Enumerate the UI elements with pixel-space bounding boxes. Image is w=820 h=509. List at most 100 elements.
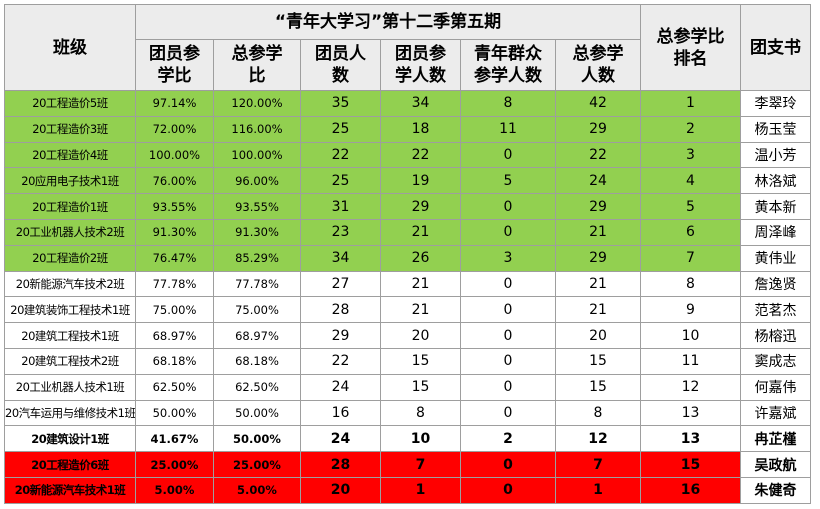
- cell: 3: [640, 141, 742, 169]
- cell: 13: [640, 399, 742, 427]
- cell: 22: [380, 141, 461, 169]
- cell: 0: [460, 141, 556, 169]
- cell: 10: [380, 425, 461, 453]
- cell: 5.00%: [135, 476, 214, 504]
- cell: 11: [460, 115, 556, 143]
- cell: 28: [300, 296, 381, 324]
- cell: 0: [460, 193, 556, 220]
- cell: 77.78%: [213, 270, 301, 298]
- cell: 24: [554, 167, 642, 195]
- cell: 22: [300, 141, 381, 169]
- cell: 29: [554, 115, 642, 143]
- cell: 20: [554, 322, 642, 349]
- cell: 29: [380, 193, 461, 220]
- cell: 116.00%: [213, 115, 301, 143]
- cell: 16: [300, 399, 381, 427]
- cell: 8: [460, 90, 556, 117]
- cell: 20工程造价6班: [4, 451, 136, 478]
- cell: 93.55%: [135, 193, 214, 220]
- data-row: 20建筑设计1班 41.67% 50.00% 24 10 2 12 13 冉芷槿: [4, 425, 812, 453]
- data-row: 20工程造价5班 97.14% 120.00% 35 34 8 42 1 李翠玲: [4, 90, 812, 117]
- cell: 97.14%: [135, 90, 214, 117]
- cell: 75.00%: [135, 296, 214, 324]
- header-cell: 团员人数: [300, 39, 381, 91]
- sheet: 班级 “青年大学习”第十二季第五期 总参学比排名 团支书 团员参学比 总参学比 团员…: [4, 4, 812, 504]
- cell: 25.00%: [135, 451, 214, 478]
- cell: 12: [554, 425, 642, 453]
- data-row: 20工程造价6班 25.00% 25.00% 28 7 0 7 15 吴政航: [4, 451, 812, 478]
- cell: 0: [460, 218, 556, 246]
- cell: 1: [554, 476, 642, 504]
- cell: 16: [640, 476, 742, 504]
- cell: 20建筑工程技术2班: [4, 347, 136, 375]
- cell: 25: [300, 115, 381, 143]
- data-row: 20工程造价2班 76.47% 85.29% 34 26 3 29 7 黄伟业: [4, 244, 812, 272]
- header-row: 班级 “青年大学习”第十二季第五期 总参学比排名 团支书: [4, 4, 812, 91]
- cell: 25.00%: [213, 451, 301, 478]
- cell: 7: [380, 451, 461, 478]
- cell: 周泽峰: [740, 218, 812, 246]
- cell: 20工程造价1班: [4, 193, 136, 220]
- cell: 76.00%: [135, 167, 214, 195]
- cell: 85.29%: [213, 244, 301, 272]
- cell: 68.18%: [213, 347, 301, 375]
- cell: 20: [300, 476, 381, 504]
- cell: 96.00%: [213, 167, 301, 195]
- cell: 0: [460, 322, 556, 349]
- header-cell: 总参学人数: [554, 39, 642, 91]
- cell: 72.00%: [135, 115, 214, 143]
- data-row: 20汽车运用与维修技术1班 50.00% 50.00% 16 8 0 8 13 许嘉斌: [4, 399, 812, 427]
- header-text: 总参学比: [231, 44, 283, 86]
- cell: 26: [380, 244, 461, 272]
- cell: 20汽车运用与维修技术1班: [4, 399, 136, 427]
- cell: 21: [554, 218, 642, 246]
- cell: 林洛斌: [740, 167, 812, 195]
- cell: 25: [300, 167, 381, 195]
- cell: 24: [300, 425, 381, 453]
- header-text: 总参学人数: [572, 44, 624, 86]
- cell: 20工程造价4班: [4, 141, 136, 169]
- cell: 冉芷槿: [740, 425, 812, 453]
- cell: 62.50%: [135, 373, 214, 401]
- header-cell: 总参学比: [213, 39, 301, 91]
- cell: 68.18%: [135, 347, 214, 375]
- data-row: 20工程造价3班 72.00% 116.00% 25 18 11 29 2 杨玉莹: [4, 115, 812, 143]
- cell: 27: [300, 270, 381, 298]
- cell: 窦成志: [740, 347, 812, 375]
- data-row: 20建筑工程技术2班 68.18% 68.18% 22 15 0 15 11 窦成志: [4, 347, 812, 375]
- cell: 35: [300, 90, 381, 117]
- cell: 12: [640, 373, 742, 401]
- cell: 20工业机器人技术1班: [4, 373, 136, 401]
- data-row: 20工程造价4班 100.00% 100.00% 22 22 0 22 3 温小芳: [4, 141, 812, 169]
- data-row: 20建筑装饰工程技术1班 75.00% 75.00% 28 21 0 21 9 范茗杰: [4, 296, 812, 324]
- cell: 0: [460, 451, 556, 478]
- header-cell: 总参学比排名: [640, 4, 742, 91]
- cell: 21: [554, 296, 642, 324]
- cell: 20: [380, 322, 461, 349]
- cell: 20工程造价3班: [4, 115, 136, 143]
- cell: 黄伟业: [740, 244, 812, 272]
- header-cell: 团员参学人数: [380, 39, 461, 91]
- title-cell: “青年大学习”第十二季第五期: [134, 4, 642, 40]
- cell: 21: [380, 270, 461, 298]
- cell: 许嘉斌: [740, 399, 812, 427]
- cell: 20建筑设计1班: [4, 425, 136, 453]
- cell: 21: [380, 296, 461, 324]
- cell: 何嘉伟: [740, 373, 812, 401]
- cell: 1: [640, 90, 742, 117]
- cell: 13: [640, 425, 742, 453]
- cell: 0: [460, 373, 556, 401]
- cell: 杨玉莹: [740, 115, 812, 143]
- table-head: 班级 “青年大学习”第十二季第五期 总参学比排名 团支书 团员参学比 总参学比 团员…: [4, 4, 812, 91]
- cell: 77.78%: [135, 270, 214, 298]
- cell: 23: [300, 218, 381, 246]
- cell: 21: [380, 218, 461, 246]
- data-row: 20新能源汽车技术1班 5.00% 5.00% 20 1 0 1 16 朱健奇: [4, 476, 812, 504]
- cell: 7: [554, 451, 642, 478]
- cell: 20工程造价5班: [4, 90, 136, 117]
- cell: 19: [380, 167, 461, 195]
- cell: 15: [380, 347, 461, 375]
- cell: 11: [640, 347, 742, 375]
- cell: 詹逸贤: [740, 270, 812, 298]
- cell: 20新能源汽车技术2班: [4, 270, 136, 298]
